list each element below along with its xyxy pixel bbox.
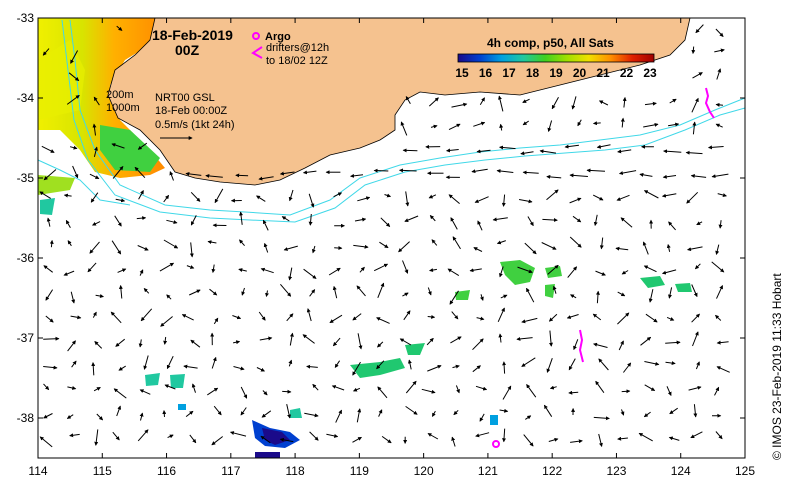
isobath-200-label: 200m: [106, 89, 134, 101]
map-date: 18-Feb-2019: [152, 27, 233, 43]
lat-tick-label: -34: [17, 91, 35, 105]
credit-text: © IMOS 23-Feb-2019 11:33 Hobart: [770, 273, 784, 460]
current-arrow: [374, 171, 388, 172]
lon-tick-label: 121: [478, 464, 498, 478]
lon-tick-label: 120: [414, 464, 434, 478]
lon-tick-label: 114: [28, 464, 47, 478]
current-arrow: [622, 391, 630, 392]
current-arrow: [43, 339, 59, 340]
colorbar-title: 4h comp, p50, All Sats: [487, 36, 614, 50]
colorbar-ramp: [458, 54, 654, 62]
current-arrow: [334, 248, 342, 249]
current-arrow: [164, 411, 165, 417]
colorbar-tick-label: 15: [455, 66, 469, 80]
lon-tick-label: 125: [735, 464, 755, 478]
lon-tick-label: 115: [93, 464, 112, 478]
colorbar-tick-label: 17: [502, 66, 516, 80]
colorbar-tick-label: 20: [573, 66, 587, 80]
lat-tick-label: -35: [17, 171, 35, 185]
lon-tick-label: 118: [286, 464, 305, 478]
drifter-legend-label-2: to 18/02 12Z: [266, 55, 328, 67]
current-arrow: [594, 123, 601, 124]
current-arrow: [51, 241, 52, 248]
current-arrow: [282, 391, 291, 392]
lon-tick-label: 124: [671, 464, 691, 478]
colorbar-tick-label: 19: [549, 66, 563, 80]
lon-tick-label: 119: [350, 464, 369, 478]
current-arrow: [400, 170, 417, 171]
lon-tick-label: 117: [221, 464, 240, 478]
current-arrow: [693, 47, 694, 54]
product-datetime: 18-Feb 00:00Z: [155, 105, 227, 117]
lon-tick-label: 122: [542, 464, 562, 478]
lat-tick-label: -36: [17, 251, 35, 265]
current-arrow: [504, 362, 505, 374]
colorbar-tick-label: 23: [643, 66, 657, 80]
colorbar-tick-label: 21: [596, 66, 610, 80]
product-name: NRT00 GSL: [155, 92, 215, 104]
product-scale: 0.5m/s (1kt 24h): [155, 119, 234, 131]
colorbar-ticks: 15 16 17 18 19 20 21 22 23: [455, 66, 657, 80]
colorbar-tick-label: 18: [526, 66, 540, 80]
current-arrow: [569, 392, 578, 393]
lon-tick-label: 123: [606, 464, 626, 478]
lon-tick-label: 116: [157, 464, 176, 478]
colorbar-tick-label: 16: [479, 66, 493, 80]
lat-tick-label: -33: [17, 11, 35, 25]
lat-tick-label: -37: [17, 331, 35, 345]
current-arrow: [403, 150, 417, 151]
colorbar-tick-label: 22: [620, 66, 634, 80]
drifter-legend-label: drifters@12h: [266, 42, 329, 54]
map-time: 00Z: [175, 42, 200, 58]
colorbar: [458, 54, 654, 62]
lat-tick-label: -38: [17, 411, 35, 425]
isobath-1000-label: 1000m: [106, 102, 140, 114]
